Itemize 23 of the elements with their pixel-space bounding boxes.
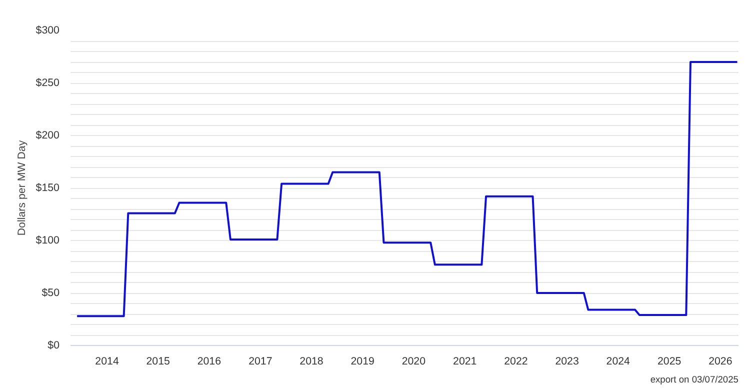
x-tick-label: 2015 [146, 356, 170, 368]
y-tick-label: $100 [36, 234, 60, 246]
y-tick-label: $50 [42, 287, 60, 299]
x-tick-label: 2026 [708, 356, 732, 368]
y-tick-label: $250 [36, 77, 60, 89]
line-series [76, 61, 738, 318]
x-tick-label: 2025 [658, 356, 682, 368]
y-tick-label: $300 [36, 24, 60, 36]
x-tick-label: 2019 [350, 356, 375, 368]
x-tick-label: 2017 [248, 356, 272, 368]
y-tick-label: $150 [36, 182, 60, 194]
x-tick-label: 2014 [95, 356, 119, 368]
x-tick-label: 2024 [606, 356, 630, 368]
x-tick-label: 2023 [555, 356, 579, 368]
x-tick-label: 2020 [402, 356, 426, 368]
x-tick-label: 2022 [504, 356, 528, 368]
text: export on 03/07/2025 [650, 374, 738, 384]
y-axis-title: Dollars per MW Day [16, 140, 28, 236]
y-tick-label: $0 [48, 340, 60, 352]
x-tick-label: 2016 [197, 356, 222, 368]
y-tick-label: $200 [36, 130, 60, 142]
x-tick-label: 2021 [453, 356, 477, 368]
x-tick-label: 2018 [300, 356, 324, 368]
